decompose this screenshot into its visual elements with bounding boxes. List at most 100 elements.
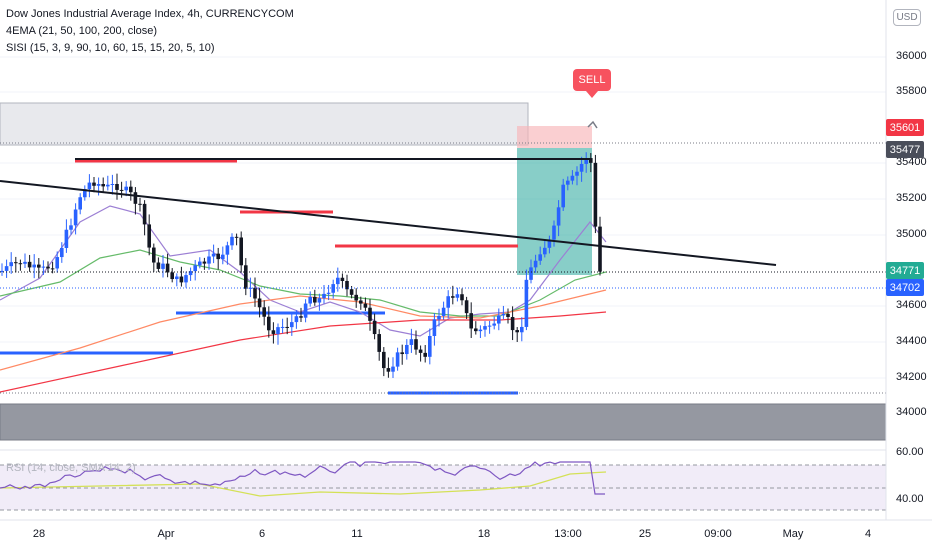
- price-tick: 35200: [896, 192, 927, 204]
- price-tick: 34000: [896, 406, 927, 418]
- candle-body: [487, 325, 492, 327]
- time-tick: Apr: [157, 528, 175, 540]
- price-tick: 35800: [896, 85, 927, 97]
- candle-body: [441, 307, 446, 316]
- candle-body: [0, 270, 4, 272]
- candle-body: [575, 171, 579, 176]
- close-price-tag: 34771: [886, 262, 924, 279]
- sisi-indicator-label[interactable]: SISI (15, 3, 9, 90, 10, 60, 15, 15, 20, …: [6, 42, 215, 54]
- candle-body: [271, 330, 276, 334]
- candle-body: [520, 326, 524, 333]
- candle-body: [437, 315, 441, 320]
- candle-body: [69, 225, 73, 230]
- candle-body: [262, 307, 266, 317]
- descending-trendline[interactable]: [0, 180, 777, 266]
- candle-body: [64, 229, 69, 248]
- candle-body: [41, 266, 46, 268]
- symbol-title[interactable]: Dow Jones Industrial Average Index, 4h, …: [6, 8, 294, 20]
- candle-body: [170, 272, 174, 280]
- rsi-legend[interactable]: RSI (14, close, SMA 14, 2): [6, 462, 136, 474]
- candle-body: [138, 203, 142, 205]
- candle-body: [382, 351, 386, 369]
- stop-marker-icon: [587, 120, 598, 129]
- candle-body: [221, 254, 225, 260]
- lower-gray-zone: [0, 403, 887, 441]
- candle-body: [543, 247, 547, 255]
- candle-body: [533, 260, 538, 268]
- candle-body: [179, 276, 184, 283]
- candle-body: [14, 262, 18, 264]
- candle-body: [60, 247, 64, 258]
- price-tick: 35000: [896, 228, 927, 240]
- candle-body: [529, 267, 533, 280]
- price-tick: 34600: [896, 299, 927, 311]
- ema-100-line: [0, 289, 607, 371]
- take-profit-zone: [517, 148, 592, 275]
- candle-body: [257, 298, 262, 308]
- rsi-line: [0, 461, 605, 495]
- ema-50-line: [0, 249, 607, 317]
- candle-body: [87, 182, 92, 190]
- candle-body: [524, 279, 529, 327]
- candle-body: [46, 266, 50, 269]
- candle-body: [55, 257, 59, 269]
- candle-body: [414, 339, 418, 350]
- candle-body: [50, 268, 55, 270]
- candle-body: [175, 276, 179, 280]
- candle-body: [244, 265, 248, 289]
- candle-body: [294, 316, 299, 323]
- candle-body: [584, 158, 588, 164]
- time-tick: 09:00: [704, 528, 732, 540]
- candle-body: [313, 296, 317, 303]
- candle-body: [460, 294, 464, 301]
- candle-body: [18, 263, 23, 265]
- candle-body: [280, 326, 285, 328]
- candle-body: [336, 277, 340, 285]
- candle-body: [248, 287, 253, 289]
- candle-body: [267, 316, 271, 331]
- candle-body: [469, 313, 473, 329]
- time-tick: 25: [638, 528, 652, 540]
- stop-loss-zone: [517, 126, 592, 148]
- candle-body: [368, 307, 372, 321]
- time-tick: 28: [32, 528, 46, 540]
- candle-body: [308, 296, 312, 304]
- rsi-tick: 40.00: [896, 493, 924, 505]
- candle-body: [202, 261, 207, 264]
- currency-button[interactable]: USD: [893, 9, 921, 26]
- candle-body: [478, 329, 483, 332]
- price-tick: 35400: [896, 156, 927, 168]
- price-tick: 34200: [896, 371, 927, 383]
- candle-body: [340, 277, 345, 281]
- upper-gray-zone: [0, 102, 529, 146]
- chart-legend: Dow Jones Industrial Average Index, 4h, …: [6, 6, 294, 57]
- candle-body: [303, 303, 308, 318]
- candle-body: [92, 182, 96, 186]
- time-tick: 11: [351, 528, 363, 540]
- candle-body: [598, 226, 602, 272]
- candle-body: [556, 207, 561, 226]
- ema-indicator-label[interactable]: 4EMA (21, 50, 100, 200, close): [6, 25, 158, 37]
- candle-body: [124, 186, 128, 191]
- candle-body: [391, 366, 395, 372]
- candle-body: [566, 180, 570, 185]
- candle-body: [129, 186, 133, 193]
- candle-body: [207, 256, 211, 264]
- candle-body: [142, 203, 147, 225]
- candle-body: [552, 225, 556, 240]
- candle-body: [547, 239, 552, 248]
- candle-body: [492, 323, 496, 326]
- price-tick: 34400: [896, 335, 927, 347]
- candle-body: [510, 317, 515, 331]
- candle-body: [400, 352, 404, 355]
- candle-body: [501, 313, 506, 316]
- candle-body: [101, 184, 105, 187]
- candle-body: [451, 296, 455, 298]
- candle-body: [253, 287, 257, 299]
- candle-body: [290, 322, 294, 328]
- time-tick: 18: [477, 528, 491, 540]
- candle-body: [9, 262, 13, 267]
- candle-body: [428, 335, 432, 357]
